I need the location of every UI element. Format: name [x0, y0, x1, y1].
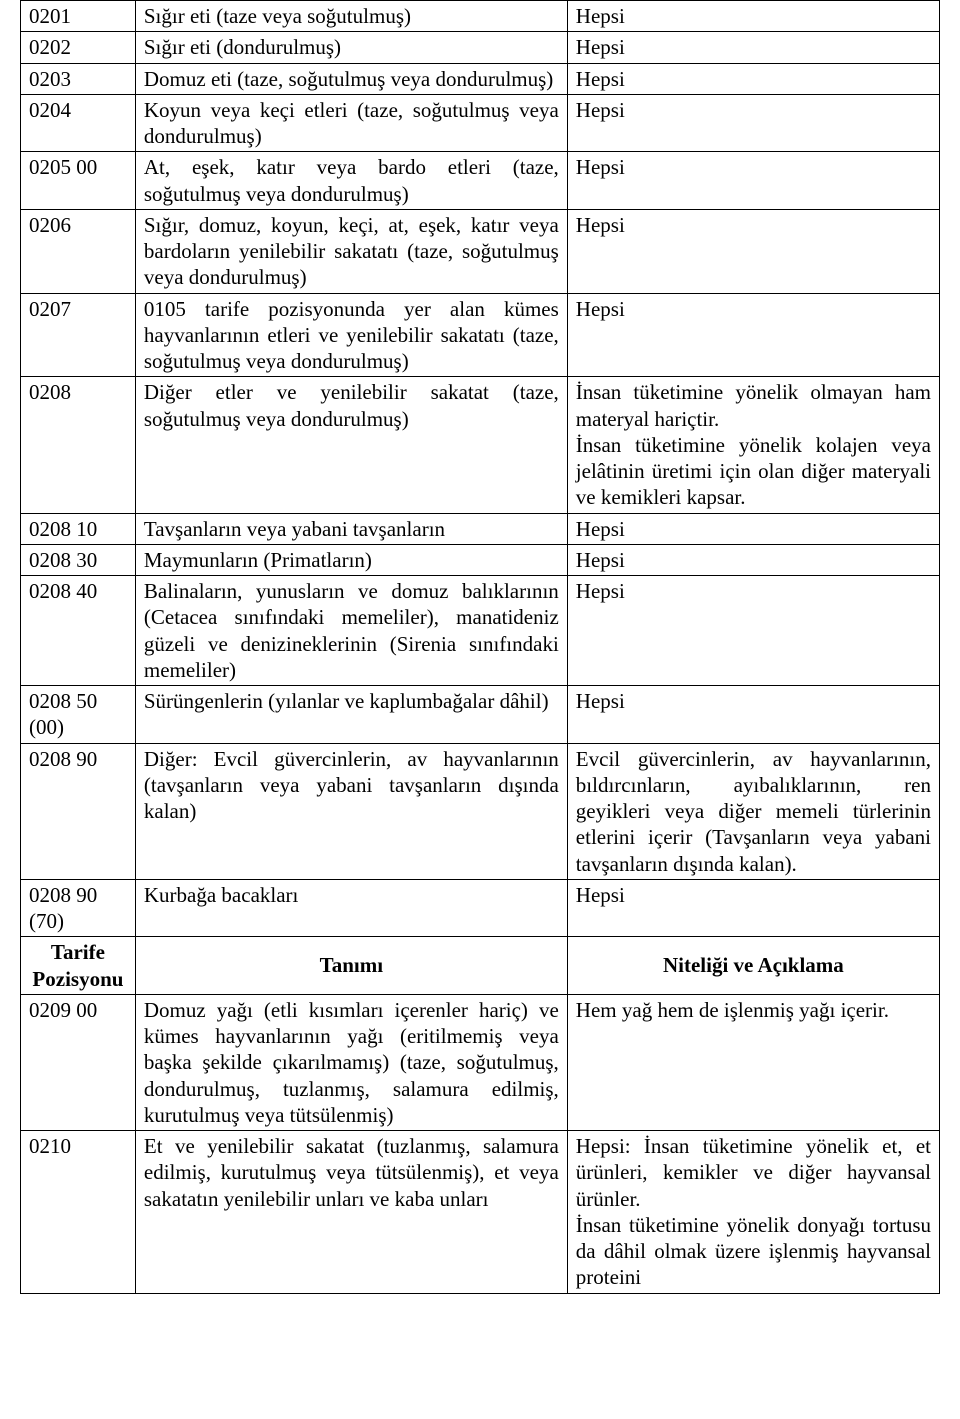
description-cell: Kurbağa bacakları	[135, 879, 567, 937]
note-cell: Hepsi	[567, 1, 939, 32]
note-cell: Hepsi	[567, 152, 939, 210]
tariff-code-cell: 0209 00	[21, 994, 136, 1130]
note-cell: Hepsi	[567, 293, 939, 377]
description-cell: Sığır, domuz, koyun, keçi, at, eşek, kat…	[135, 209, 567, 293]
description-cell: Domuz eti (taze, soğutulmuş veya donduru…	[135, 63, 567, 94]
description-cell: Sığır eti (dondurulmuş)	[135, 32, 567, 63]
tariff-code-cell: 0202	[21, 32, 136, 63]
note-cell: Hepsi	[567, 879, 939, 937]
table-row: 0203Domuz eti (taze, soğutulmuş veya don…	[21, 63, 940, 94]
note-cell: Hepsi: İnsan tüketimine yönelik et, et ü…	[567, 1131, 939, 1294]
note-cell: Hepsi	[567, 513, 939, 544]
tariff-code-cell: 0208 30	[21, 544, 136, 575]
table-row: 0201Sığır eti (taze veya soğutulmuş)Heps…	[21, 1, 940, 32]
table-row: 0205 00At, eşek, katır veya bardo etleri…	[21, 152, 940, 210]
description-cell: 0105 tarife pozisyonunda yer alan kümes …	[135, 293, 567, 377]
table-row: 0208 10Tavşanların veya yabani tavşanlar…	[21, 513, 940, 544]
description-cell: Sürüngenlerin (yılanlar ve kaplumbağalar…	[135, 686, 567, 744]
note-cell: Hepsi	[567, 32, 939, 63]
table-row: Tarife PozisyonuTanımıNiteliği ve Açıkla…	[21, 937, 940, 995]
tariff-code-cell: 0208 40	[21, 576, 136, 686]
description-cell: Et ve yenilebilir sakatat (tuzlanmış, sa…	[135, 1131, 567, 1294]
description-cell: Balinaların, yunusların ve domuz balıkla…	[135, 576, 567, 686]
description-cell: Maymunların (Primatların)	[135, 544, 567, 575]
tariff-code-cell: 0208 10	[21, 513, 136, 544]
tariff-code-cell: 0208 90	[21, 743, 136, 879]
table-row: 0208 30Maymunların (Primatların)Hepsi	[21, 544, 940, 575]
note-paragraph: İnsan tüketimine yönelik kolajen veya je…	[576, 432, 931, 511]
tariff-code-cell: 0201	[21, 1, 136, 32]
tariff-code-cell: 0205 00	[21, 152, 136, 210]
tariff-code-cell: 0204	[21, 94, 136, 152]
description-cell: At, eşek, katır veya bardo etleri (taze,…	[135, 152, 567, 210]
note-cell: Hepsi	[567, 209, 939, 293]
description-cell: Domuz yağı (etli kısımları içerenler har…	[135, 994, 567, 1130]
tariff-table: 0201Sığır eti (taze veya soğutulmuş)Heps…	[20, 0, 940, 1294]
table-row: 0209 00Domuz yağı (etli kısımları içeren…	[21, 994, 940, 1130]
tariff-code-cell: 0203	[21, 63, 136, 94]
note-paragraph: İnsan tüketimine yönelik donyağı tortusu…	[576, 1212, 931, 1291]
note-cell: Hepsi	[567, 94, 939, 152]
table-row: 0206Sığır, domuz, koyun, keçi, at, eşek,…	[21, 209, 940, 293]
tariff-code-cell: 0208 90 (70)	[21, 879, 136, 937]
table-row: 0204Koyun veya keçi etleri (taze, soğutu…	[21, 94, 940, 152]
description-cell: Diğer: Evcil güvercinlerin, av hayvanlar…	[135, 743, 567, 879]
table-row: 0208 90Diğer: Evcil güvercinlerin, av ha…	[21, 743, 940, 879]
tariff-code-cell: 0206	[21, 209, 136, 293]
note-cell: Evcil güvercinlerin, av hayvanlarının, b…	[567, 743, 939, 879]
table-row: 0210Et ve yenilebilir sakatat (tuzlanmış…	[21, 1131, 940, 1294]
tariff-code-cell: 0208	[21, 377, 136, 513]
note-cell: Hepsi	[567, 576, 939, 686]
description-cell: Koyun veya keçi etleri (taze, soğutulmuş…	[135, 94, 567, 152]
note-cell: Hepsi	[567, 686, 939, 744]
tariff-code-cell: 0207	[21, 293, 136, 377]
note-paragraph: İnsan tüketimine yönelik olmayan ham mat…	[576, 379, 931, 432]
note-cell: İnsan tüketimine yönelik olmayan ham mat…	[567, 377, 939, 513]
table-row: 0208Diğer etler ve yenilebilir sakatat (…	[21, 377, 940, 513]
table-row: 0202Sığır eti (dondurulmuş)Hepsi	[21, 32, 940, 63]
table-row: 02070105 tarife pozisyonunda yer alan kü…	[21, 293, 940, 377]
column-header-desc: Tanımı	[135, 937, 567, 995]
note-paragraph: Hepsi: İnsan tüketimine yönelik et, et ü…	[576, 1133, 931, 1212]
table-row: 0208 90 (70)Kurbağa bacaklarıHepsi	[21, 879, 940, 937]
description-cell: Diğer etler ve yenilebilir sakatat (taze…	[135, 377, 567, 513]
note-cell: Hepsi	[567, 63, 939, 94]
tariff-code-cell: 0208 50 (00)	[21, 686, 136, 744]
column-header-note: Niteliği ve Açıklama	[567, 937, 939, 995]
description-cell: Tavşanların veya yabani tavşanların	[135, 513, 567, 544]
tariff-code-cell: 0210	[21, 1131, 136, 1294]
column-header-code: Tarife Pozisyonu	[21, 937, 136, 995]
table-row: 0208 50 (00)Sürüngenlerin (yılanlar ve k…	[21, 686, 940, 744]
description-cell: Sığır eti (taze veya soğutulmuş)	[135, 1, 567, 32]
note-cell: Hem yağ hem de işlenmiş yağı içerir.	[567, 994, 939, 1130]
note-cell: Hepsi	[567, 544, 939, 575]
table-row: 0208 40Balinaların, yunusların ve domuz …	[21, 576, 940, 686]
